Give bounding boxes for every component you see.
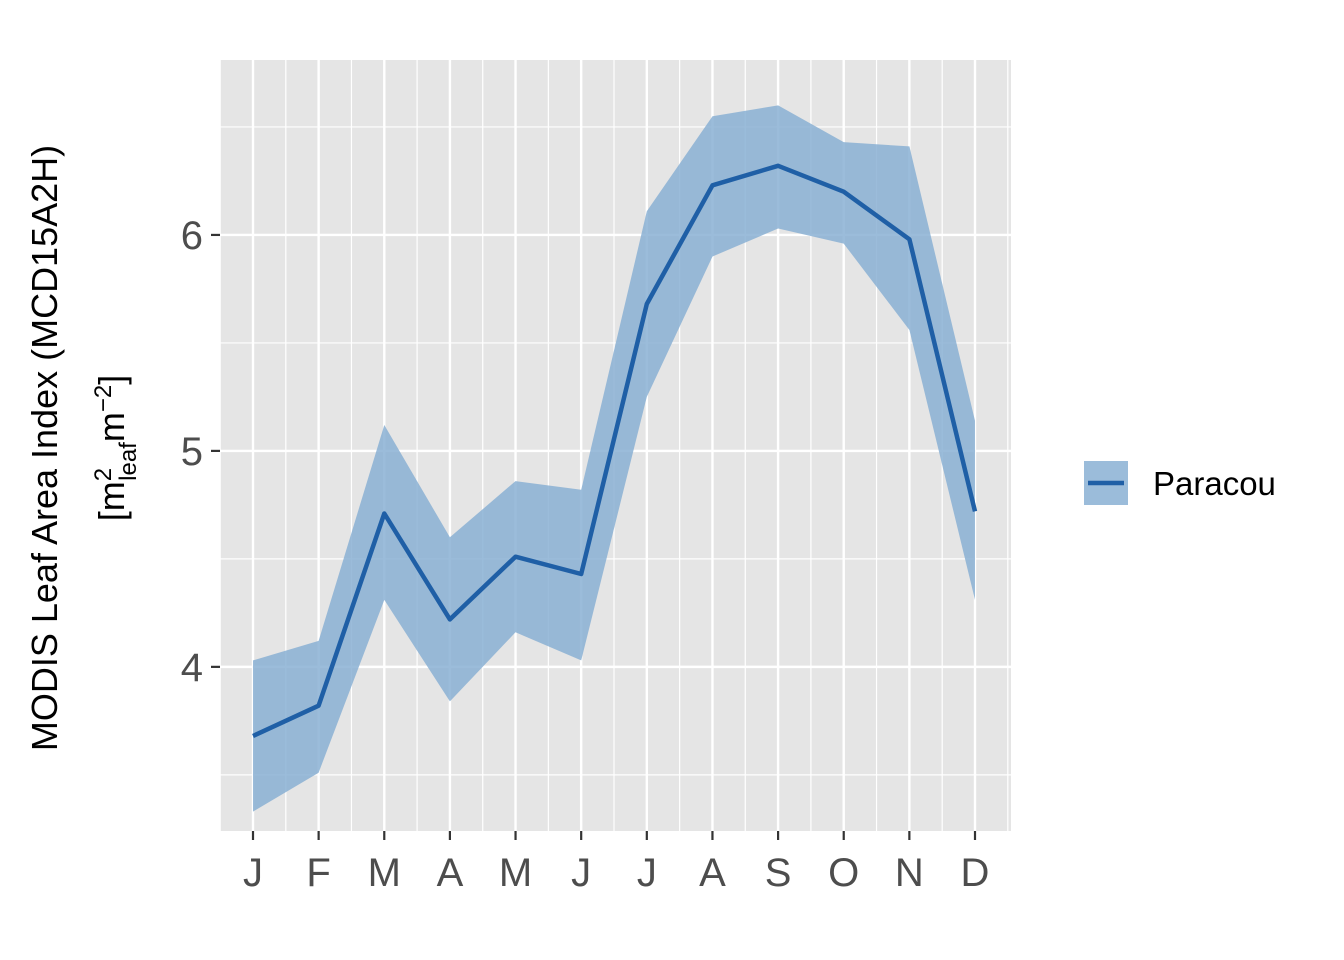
data-point-0 [251,734,255,738]
x-tick-label: D [961,851,990,895]
x-tick-label: J [571,851,591,895]
y-tick-label: 5 [181,430,203,474]
legend-label-paracou: Paracou [1153,465,1276,502]
x-tick-label: J [243,851,263,895]
legend: Paracou [1084,461,1276,505]
x-tick-label: M [499,851,532,895]
data-point-2 [382,512,386,516]
y-axis-unit-sup1: 2 [90,468,117,481]
x-tick-label: F [306,851,330,895]
x-tick-label: O [828,851,859,895]
x-tick-label: N [895,851,924,895]
data-point-1 [317,704,321,708]
series-ribbon-paracou [253,105,975,812]
x-tick-label: A [699,851,726,895]
data-point-3 [448,617,452,621]
x-tick-label: J [637,851,657,895]
data-point-5 [579,572,583,576]
y-axis-ticks: 4 5 6 [181,214,220,690]
y-tick-label: 6 [181,214,203,258]
data-point-10 [907,237,911,241]
series-line-paracou [252,163,978,739]
data-point-7 [710,183,714,187]
data-point-9 [842,190,846,194]
x-tick-label: M [368,851,401,895]
y-axis-unit-close: ] [91,375,132,385]
data-point-6 [645,302,649,306]
y-axis-title-line2: [m2leafm−2] [90,375,142,521]
data-point-11 [973,509,977,513]
data-point-4 [514,555,518,559]
x-tick-label: A [437,851,464,895]
data-point-8 [776,164,780,168]
y-tick-label: 4 [181,646,203,690]
y-axis-title-line1: MODIS Leaf Area Index (MCD15A2H) [24,145,65,751]
y-axis-unit-m: m [91,412,132,442]
y-axis-unit-sub: leaf [115,442,142,481]
x-tick-label: S [765,851,792,895]
y-axis-unit-sup2: −2 [90,385,117,412]
y-axis-unit-open: [m [91,481,132,521]
